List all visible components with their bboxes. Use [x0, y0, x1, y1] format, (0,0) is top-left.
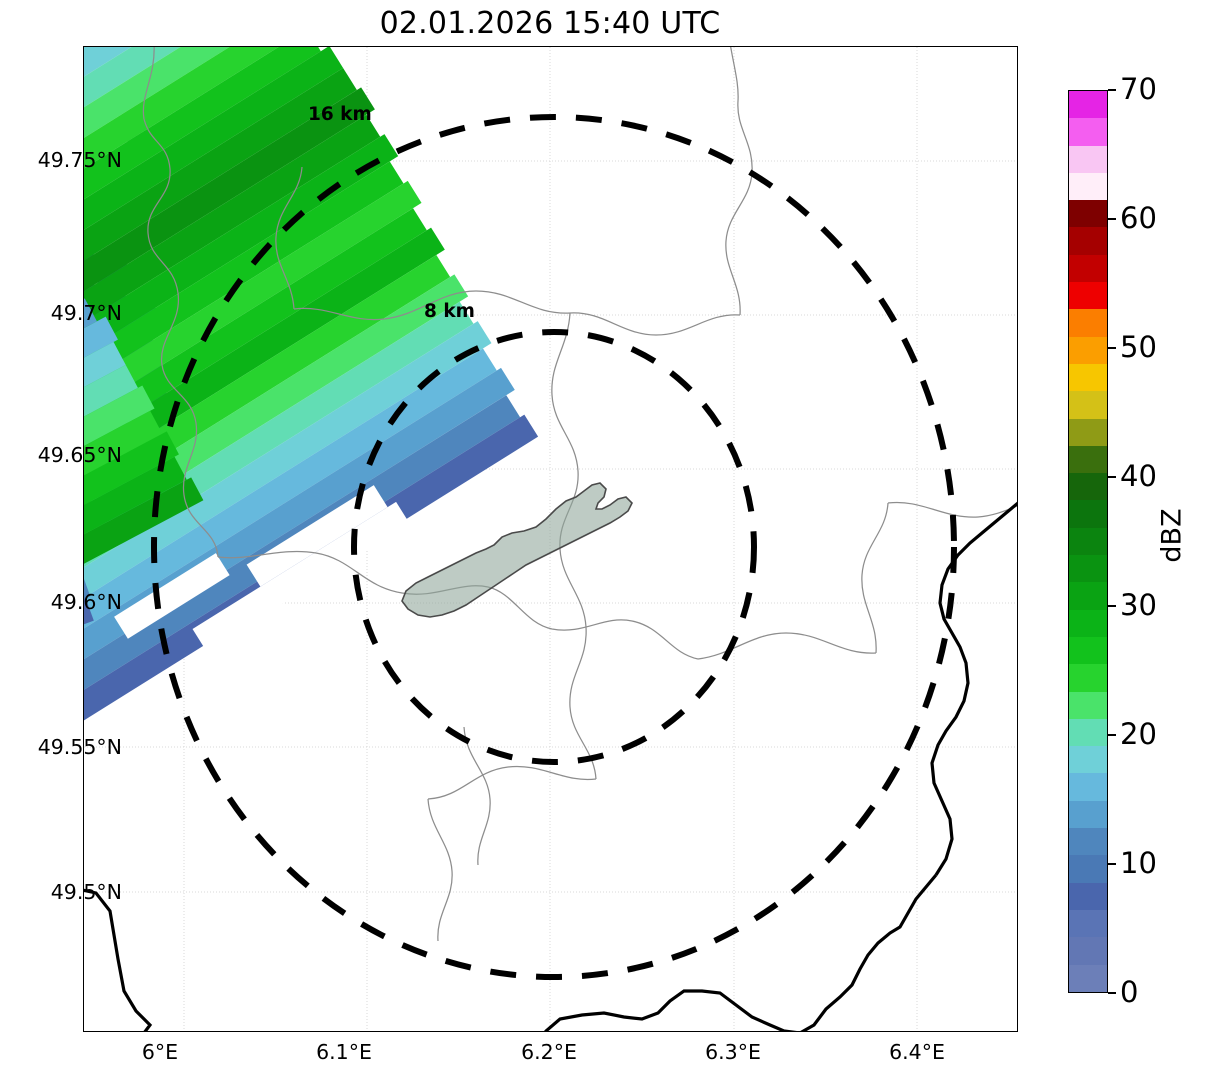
y-tick-label-0: 49.75°N	[37, 148, 122, 172]
colorbar-band	[1069, 909, 1107, 938]
colorbar-tick-mark	[1108, 218, 1116, 220]
range-rings	[151, 114, 957, 980]
x-tick-label-3: 6.3°E	[705, 1040, 761, 1064]
colorbar-tick-mark	[1108, 89, 1116, 91]
colorbar-band	[1069, 282, 1107, 310]
colorbar-tick-label: 0	[1120, 975, 1139, 1009]
colorbar-band	[1069, 664, 1107, 692]
colorbar-band	[1069, 445, 1107, 474]
colorbar-band	[1069, 691, 1107, 719]
colorbar-band	[1069, 828, 1107, 856]
radar-canvas	[84, 47, 1017, 1031]
colorbar-band	[1069, 500, 1107, 528]
x-tick-label-2: 6.2°E	[521, 1040, 577, 1064]
colorbar-band	[1069, 582, 1107, 610]
colorbar-tick-label: 30	[1120, 588, 1157, 622]
lake-polygon	[401, 482, 633, 618]
colorbar-band	[1069, 527, 1107, 556]
colorbar-band	[1069, 254, 1107, 283]
colorbar-band	[1069, 746, 1107, 774]
colorbar-band	[1069, 473, 1107, 501]
range-ring-label-8km: 8 km	[424, 301, 475, 322]
y-tick-label-4: 49.55°N	[37, 735, 122, 759]
colorbar-band	[1069, 172, 1107, 201]
colorbar-tick-label: 10	[1120, 846, 1157, 880]
y-tick-label-1: 49.7°N	[50, 301, 122, 325]
colorbar-band	[1069, 227, 1107, 255]
range-ring-label-16km: 16 km	[308, 104, 372, 125]
x-tick-label-4: 6.4°E	[889, 1040, 945, 1064]
y-tick-label-2: 49.65°N	[37, 443, 122, 467]
colorbar-tick-label: 70	[1120, 72, 1157, 106]
colorbar-band	[1069, 200, 1107, 228]
colorbar-band	[1069, 882, 1107, 910]
colorbar-band	[1069, 937, 1107, 965]
colorbar[interactable]	[1068, 90, 1108, 993]
colorbar-tick-mark	[1108, 476, 1116, 478]
colorbar-band	[1069, 718, 1107, 747]
colorbar-axis-label: dBZ	[1152, 0, 1192, 1073]
colorbar-band	[1069, 418, 1107, 446]
colorbar-tick-mark	[1108, 992, 1116, 994]
colorbar-band	[1069, 555, 1107, 583]
colorbar-tick-label: 60	[1120, 201, 1157, 235]
range-ring-8km	[351, 329, 757, 765]
x-tick-label-0: 6°E	[141, 1040, 179, 1064]
colorbar-band	[1069, 964, 1107, 992]
colorbar-band	[1069, 855, 1107, 883]
colorbar-label-text: dBZ	[1156, 508, 1188, 563]
colorbar-band	[1069, 636, 1107, 665]
admin-borders	[142, 47, 1017, 942]
colorbar-tick-mark	[1108, 734, 1116, 736]
x-tick-label-1: 6.1°E	[316, 1040, 372, 1064]
colorbar-tick-label: 20	[1120, 717, 1157, 751]
colorbar-band	[1069, 309, 1107, 337]
colorbar-band	[1069, 800, 1107, 829]
colorbar-band	[1069, 91, 1107, 119]
radar-plot-area[interactable]: 16 km 8 km	[83, 46, 1018, 1032]
colorbar-band	[1069, 391, 1107, 419]
colorbar-tick-mark	[1108, 863, 1116, 865]
colorbar-tick-label: 40	[1120, 459, 1157, 493]
colorbar-band	[1069, 118, 1107, 146]
colorbar-band	[1069, 336, 1107, 364]
colorbar-tick-mark	[1108, 347, 1116, 349]
colorbar-band	[1069, 145, 1107, 173]
colorbar-ticks: 0 10 20 30 40 50 60 70	[1108, 74, 1204, 1007]
colorbar-band	[1069, 773, 1107, 801]
colorbar-band	[1069, 363, 1107, 392]
y-tick-label-5: 49.5°N	[50, 880, 122, 904]
colorbar-tick-mark	[1108, 605, 1116, 607]
range-ring-16km	[151, 114, 957, 980]
page-title: 02.01.2026 15:40 UTC	[379, 6, 721, 41]
echo-blob-ne	[84, 298, 204, 618]
colorbar-band	[1069, 609, 1107, 637]
colorbar-tick-label: 50	[1120, 330, 1157, 364]
echo-main-band	[84, 47, 539, 930]
radar-reflectivity-field	[84, 47, 539, 930]
y-tick-label-3: 49.6°N	[50, 590, 122, 614]
